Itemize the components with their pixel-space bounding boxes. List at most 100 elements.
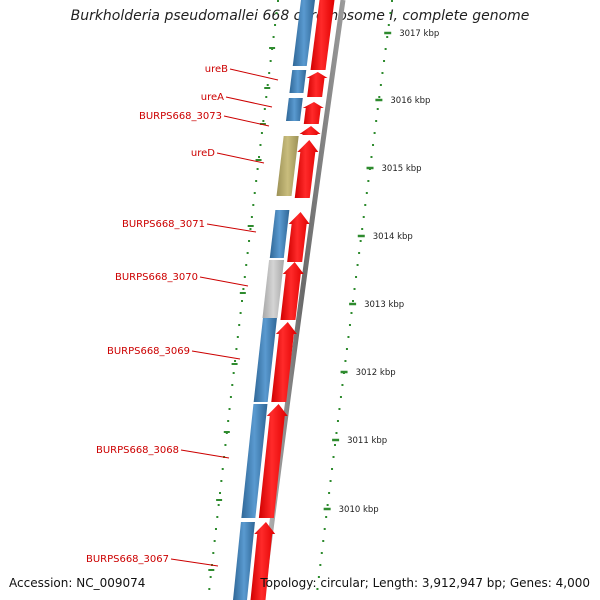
inner-tick-dot [266, 84, 269, 86]
inner-tick-dot [231, 384, 234, 386]
cds-forward-block [241, 404, 268, 518]
outer-tick-dot [384, 48, 387, 50]
gene-leader-line [229, 68, 279, 81]
outer-tick-dot [362, 216, 365, 218]
inner-tick-dot [232, 372, 235, 374]
inner-tick-dot [227, 420, 230, 422]
inner-tick-dot [249, 228, 252, 230]
inner-tick-dot [274, 24, 277, 26]
inner-tick-dot [246, 252, 249, 254]
gene-label[interactable]: BURPS668_3070 [115, 272, 198, 283]
gene-label[interactable]: BURPS668_3071 [122, 219, 205, 230]
outer-tick-dot [389, 12, 392, 14]
gene-leader-line [216, 152, 265, 164]
cds-forward-block [289, 70, 307, 93]
outer-tick-dot [365, 192, 368, 194]
outer-tick-dot [356, 264, 359, 266]
cds-forward-block [285, 98, 303, 121]
cds-reverse-arrow [250, 522, 276, 600]
inner-tick-dot [263, 108, 266, 110]
gene-leader-line [199, 276, 249, 287]
outer-tick-dot [341, 384, 344, 386]
cds-forward-block [269, 210, 290, 258]
cds-reverse-arrow [302, 102, 324, 124]
outer-tick-dot [331, 468, 334, 470]
gene-label[interactable]: BURPS668_3069 [107, 346, 190, 357]
scale-tick-label: 3013 kbp [364, 300, 404, 310]
gene-leader-line [180, 449, 230, 459]
inner-tick-dot [224, 444, 227, 446]
inner-tick-dot [217, 504, 220, 506]
outer-tick-dot [333, 444, 336, 446]
inner-tick-dot [229, 396, 232, 398]
outer-tick-dot [355, 276, 358, 278]
outer-tick-dot [391, 0, 393, 2]
outer-tick-dot [335, 432, 338, 434]
cds-reverse-arrow [287, 212, 310, 262]
inner-tick-dot [238, 324, 241, 326]
outer-tick-dot [320, 552, 323, 554]
scale-tick-label: 3011 kbp [347, 436, 387, 446]
cds-reverse-arrow [258, 404, 288, 518]
cds-forward-block [253, 318, 277, 402]
inner-tick-dot [216, 516, 219, 518]
inner-tick-dot [265, 96, 268, 98]
inner-tick-dot [213, 540, 216, 542]
gene-leader-line [223, 115, 270, 127]
cds-reverse-arrow [271, 322, 297, 402]
inner-tick-dot [268, 72, 271, 74]
outer-tick-dot [329, 480, 332, 482]
inner-tick-dot [248, 240, 251, 242]
inner-tick-dot [262, 120, 265, 122]
inner-tick-dot [277, 0, 279, 2]
outer-tick-dot [358, 252, 361, 254]
cds-reverse-block [310, 0, 335, 70]
outer-tick-dot [375, 120, 378, 122]
outer-tick-dot [323, 528, 326, 530]
cds-reverse-arrow [294, 140, 319, 198]
gene-label[interactable]: ureA [201, 92, 224, 103]
gene-label[interactable]: BURPS668_3073 [139, 111, 222, 122]
outer-tick-dot [383, 60, 386, 62]
accession-text: Accession: NC_009074 [9, 576, 146, 590]
cds-forward-block [292, 0, 315, 66]
outer-tick-dot [378, 96, 381, 98]
inner-tick-dot [269, 60, 272, 62]
inner-tick-dot [272, 36, 275, 38]
topology-text: Topology: circular; Length: 3,912,947 bp… [260, 576, 590, 590]
gene-leader-line [225, 96, 273, 108]
outer-tick-dot [326, 504, 329, 506]
inner-tick-dot [275, 12, 278, 14]
outer-tick-dot [367, 180, 370, 182]
outer-tick-dot [347, 336, 350, 338]
outer-tick-dot [361, 228, 364, 230]
inner-tick-dot [236, 336, 239, 338]
inner-tick-dot [255, 180, 258, 182]
olive-feature-block [276, 136, 299, 196]
outer-tick-dot [344, 360, 347, 362]
outer-tick-dot [359, 240, 362, 242]
inner-tick-dot [235, 348, 238, 350]
outer-tick-dot [386, 36, 389, 38]
scale-tick-label: 3014 kbp [373, 232, 413, 242]
gene-leader-line [170, 558, 219, 567]
inner-tick-dot [214, 528, 217, 530]
outer-tick-dot [339, 396, 342, 398]
gene-label[interactable]: ureB [205, 64, 228, 75]
inner-tick-dot [259, 144, 262, 146]
inner-tick-dot [234, 360, 237, 362]
outer-tick-dot [322, 540, 325, 542]
scale-tick-label: 3010 kbp [339, 505, 379, 515]
inner-tick-dot [252, 204, 255, 206]
outer-tick-dot [348, 324, 351, 326]
outer-tick-dot [338, 408, 341, 410]
scale-tick-label: 3016 kbp [390, 96, 430, 106]
gene-label[interactable]: ureD [191, 148, 215, 159]
outer-tick-dot [379, 84, 382, 86]
gene-label[interactable]: BURPS668_3067 [86, 554, 169, 565]
gene-label[interactable]: BURPS668_3068 [96, 445, 179, 456]
outer-tick-dot [316, 588, 319, 590]
grey-feature-block [262, 260, 285, 318]
scale-tick-label: 3017 kbp [399, 29, 439, 39]
